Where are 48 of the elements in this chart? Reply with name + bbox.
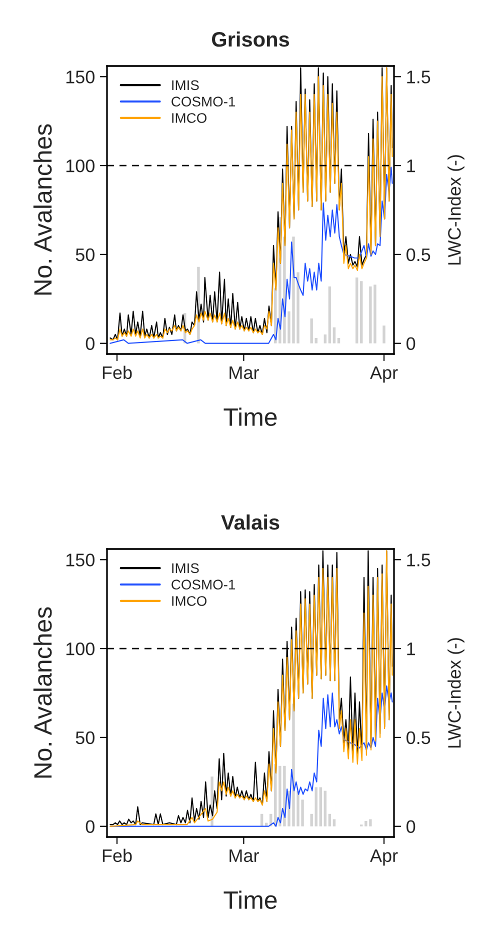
bar: [355, 278, 358, 344]
y2-tick-label: 1: [407, 160, 415, 172]
y-tick-label: 0: [86, 820, 94, 834]
x-tick-label: Feb: [102, 848, 132, 862]
x-tick-label: Mar: [230, 366, 259, 380]
y-tick-label: 50: [76, 731, 94, 744]
y2-tick-label: 1.5: [407, 70, 430, 84]
legend-label: COSMO-1: [172, 96, 236, 107]
legend-label: IMCO: [172, 113, 206, 123]
x-axis-title: Time: [224, 890, 277, 909]
y2-tick-label: 1.5: [407, 554, 430, 566]
bar: [382, 326, 386, 344]
y2-axis-title: LWC-Index (-): [448, 638, 464, 748]
y-tick-label: 0: [86, 337, 94, 350]
chart-title: Valais: [221, 514, 280, 530]
bar: [332, 819, 336, 826]
bar: [324, 790, 327, 826]
bar: [310, 318, 313, 344]
bar: [328, 814, 332, 826]
y2-tick-label: 0: [406, 820, 416, 834]
y2-tick-label: 0.5: [406, 731, 430, 744]
chart-title: Grisons: [212, 31, 290, 47]
y-axis-title: No. Avalanches: [33, 607, 52, 778]
bar: [337, 338, 340, 344]
bar: [314, 338, 318, 344]
y2-tick-label: 1: [407, 642, 415, 656]
legend-label: IMIS: [172, 563, 199, 574]
x-tick-label: Apr: [370, 366, 398, 383]
x-tick-label: Feb: [102, 366, 132, 380]
x-axis-title: Time: [224, 408, 277, 426]
y-tick-label: 100: [66, 159, 94, 172]
y-tick-label: 100: [66, 642, 94, 656]
bar: [328, 286, 332, 344]
bar: [332, 327, 336, 344]
y-tick-label: 150: [66, 70, 94, 84]
y2-axis-title: LWC-Index (-): [448, 155, 464, 265]
bar: [324, 334, 327, 344]
legend-label: IMIS: [172, 80, 199, 90]
y-tick-label: 50: [76, 248, 94, 262]
y2-tick-label: 0: [406, 337, 416, 350]
y-tick-label: 150: [66, 554, 94, 566]
bar: [319, 787, 322, 826]
x-tick-label: Apr: [370, 849, 398, 866]
y-axis-title: No. Avalanches: [33, 124, 52, 295]
x-tick-label: Mar: [230, 849, 259, 862]
legend-label: COSMO-1: [172, 580, 236, 590]
y2-tick-label: 0.5: [406, 248, 430, 262]
legend-label: IMCO: [172, 596, 206, 606]
